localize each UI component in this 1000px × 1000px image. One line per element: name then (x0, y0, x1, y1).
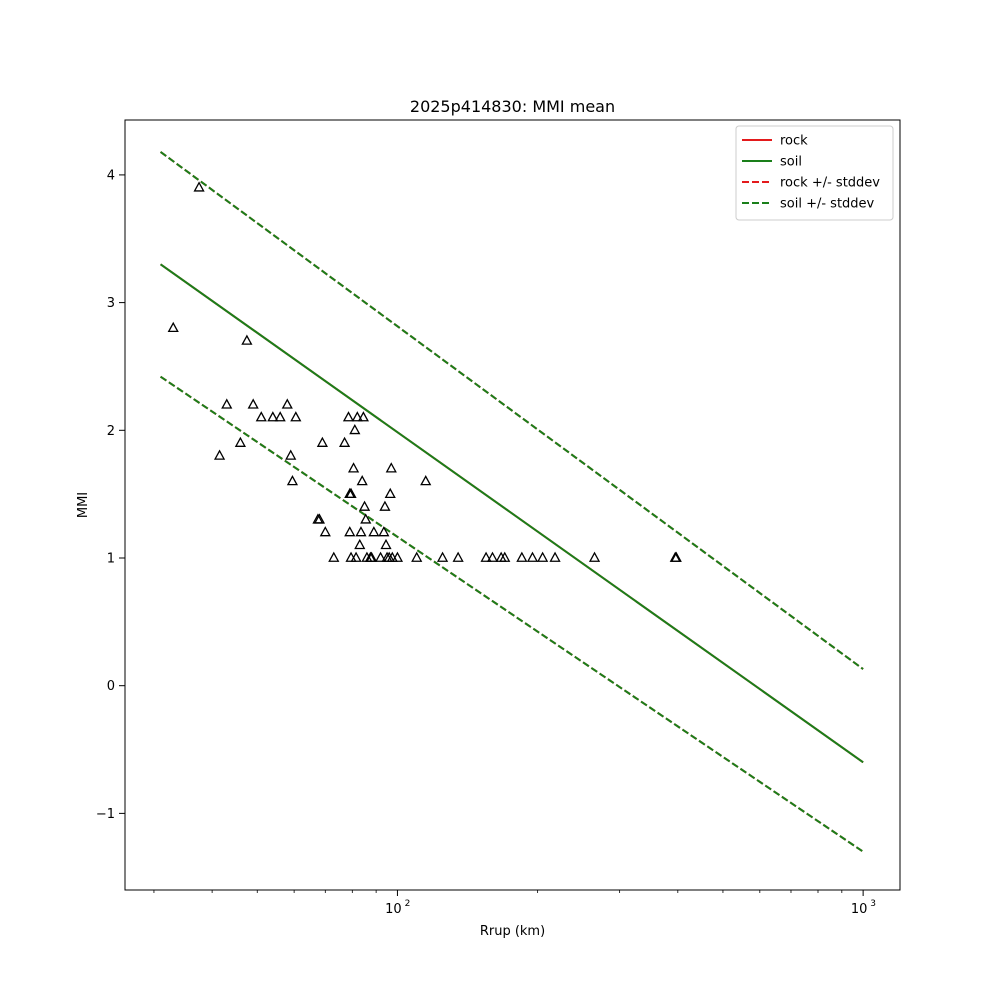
plot-area (124, 119, 901, 891)
observation-point (357, 411, 369, 422)
y-axis-label: MMI (76, 492, 91, 518)
observation-point (358, 500, 371, 511)
observation-point (384, 487, 396, 499)
observation-point (670, 551, 682, 562)
observation-point (338, 436, 351, 447)
y-tick-label: 0 (107, 679, 115, 694)
y-tick-label: 1 (107, 551, 115, 566)
x-axis: 10 2 10 3 (153, 890, 876, 917)
y-tick-label: 2 (107, 424, 115, 439)
observation-point (345, 487, 357, 499)
observation-point (328, 551, 340, 562)
observation-point (516, 551, 528, 562)
x-tick-label-exponent: 3 (870, 899, 876, 909)
observation-point (355, 526, 367, 537)
observation-point (319, 526, 331, 537)
observation-point (316, 436, 328, 447)
observation-point (350, 551, 362, 562)
observation-point (356, 475, 368, 486)
observation-point (281, 398, 293, 409)
legend-box (735, 125, 894, 221)
model-lines (159, 151, 864, 853)
observation-point (378, 526, 390, 537)
observation-point (285, 449, 297, 460)
x-axis-label: Rrup (km) (480, 924, 545, 939)
x-tick-label: 10 (851, 902, 868, 917)
soil-stddev-lower-line (160, 375, 864, 853)
observation-point (588, 551, 601, 562)
observation-point (379, 500, 391, 511)
observation-point (391, 551, 404, 562)
observation-point (385, 462, 397, 473)
observation-point (452, 551, 464, 562)
observation-point (368, 526, 380, 537)
observation-point (234, 436, 246, 447)
observation-point (436, 551, 449, 562)
observation-point (480, 551, 492, 562)
observation-point (221, 398, 233, 409)
observation-point (351, 411, 363, 422)
observation-point (255, 411, 267, 422)
soil-stddev-upper-line (159, 151, 864, 670)
observation-point (290, 411, 302, 422)
observation-point (360, 513, 372, 524)
observation-point (274, 411, 286, 422)
observation-point (241, 334, 253, 345)
y-tick-label: 4 (107, 168, 115, 183)
y-tick-label: 3 (107, 296, 115, 311)
observation-point (486, 551, 499, 562)
observation-point (499, 551, 511, 562)
observation-point (354, 538, 366, 550)
observation-point (537, 551, 549, 562)
observation-point (313, 513, 326, 524)
legend-label: soil +/- stddev (780, 197, 875, 212)
observation-point (349, 423, 361, 435)
x-tick-label: 10 (385, 902, 402, 917)
observation-point (526, 551, 539, 562)
observation-point (420, 475, 432, 486)
observation-points (167, 181, 682, 562)
y-axis: −1 0 1 2 3 4 (96, 168, 125, 822)
observation-point (344, 526, 356, 537)
observation-point (286, 475, 299, 486)
soil-line (159, 263, 864, 764)
observation-point (411, 551, 423, 562)
observation-point (213, 449, 226, 460)
legend: rock soil rock +/- stddev soil +/- stddev (735, 125, 894, 221)
observation-point (549, 551, 561, 562)
observation-point (342, 411, 355, 422)
observation-point (193, 181, 205, 192)
legend-label: soil (780, 155, 802, 170)
observation-point (374, 551, 387, 562)
observation-point (347, 462, 360, 473)
observation-point (365, 551, 378, 562)
legend-label: rock (780, 134, 808, 149)
x-tick-label-exponent: 2 (405, 899, 411, 909)
observation-point (247, 398, 259, 409)
axes-frame (124, 119, 901, 891)
observation-point (267, 411, 279, 422)
y-tick-label: −1 (96, 807, 115, 822)
observation-point (380, 538, 392, 550)
observation-point (167, 321, 179, 333)
legend-label: rock +/- stddev (780, 176, 880, 191)
chart-title: 2025p414830: MMI mean (410, 97, 615, 116)
